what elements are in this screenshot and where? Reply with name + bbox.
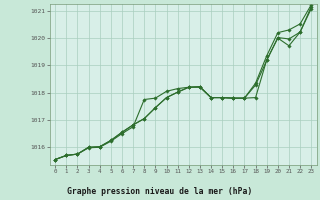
Text: Graphe pression niveau de la mer (hPa): Graphe pression niveau de la mer (hPa) xyxy=(68,188,252,196)
